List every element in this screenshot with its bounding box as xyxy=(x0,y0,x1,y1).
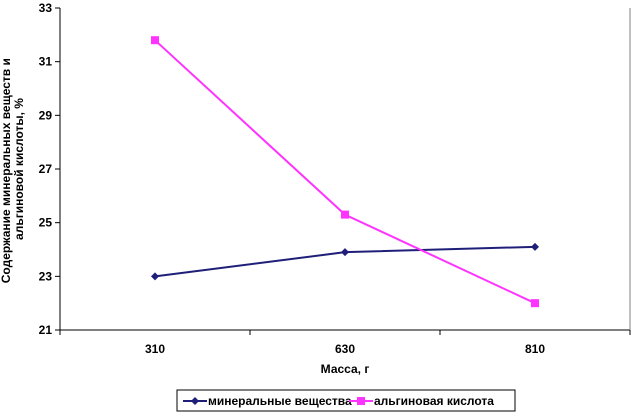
x-tick-label: 630 xyxy=(335,342,355,356)
series-line-1 xyxy=(154,39,536,305)
data-point-1 xyxy=(531,299,539,308)
x-axis-ticks: 310 630 810 xyxy=(59,330,631,356)
legend-box xyxy=(176,389,516,412)
legend-label-alginic: альгиновая кислота xyxy=(374,394,494,408)
y-axis-title: Содержание минеральных веществ и альгино… xyxy=(0,55,26,283)
y-axis-title-line-1: Содержание минеральных веществ и xyxy=(0,58,13,283)
legend: минеральные вещества альгиновая кислота xyxy=(176,389,516,412)
x-tick-label: 310 xyxy=(145,342,165,356)
y-axis-title-line-2: альгиновой кислоты, % xyxy=(12,98,26,240)
data-point-1 xyxy=(151,36,159,45)
y-tick-label: 31 xyxy=(39,55,53,69)
legend-label-minerals: минеральные вещества xyxy=(208,394,352,408)
data-point-0 xyxy=(341,248,349,257)
data-point-0 xyxy=(151,272,159,281)
y-tick-label: 25 xyxy=(39,216,53,230)
y-axis-ticks: 21 23 25 27 29 31 33 xyxy=(39,1,60,337)
data-point-0 xyxy=(531,242,539,251)
y-tick-label: 29 xyxy=(39,108,53,122)
series-layer xyxy=(151,36,539,308)
x-axis-title: Масса, г xyxy=(321,362,370,376)
y-tick-label: 21 xyxy=(39,323,53,337)
y-tick-label: 33 xyxy=(39,1,53,15)
y-tick-label: 27 xyxy=(39,162,53,176)
legend-marker-minerals xyxy=(191,397,199,405)
data-point-1 xyxy=(341,210,349,219)
y-tick-label: 23 xyxy=(39,269,53,283)
legend-marker-alginic xyxy=(357,397,365,405)
x-tick-label: 810 xyxy=(525,342,545,356)
